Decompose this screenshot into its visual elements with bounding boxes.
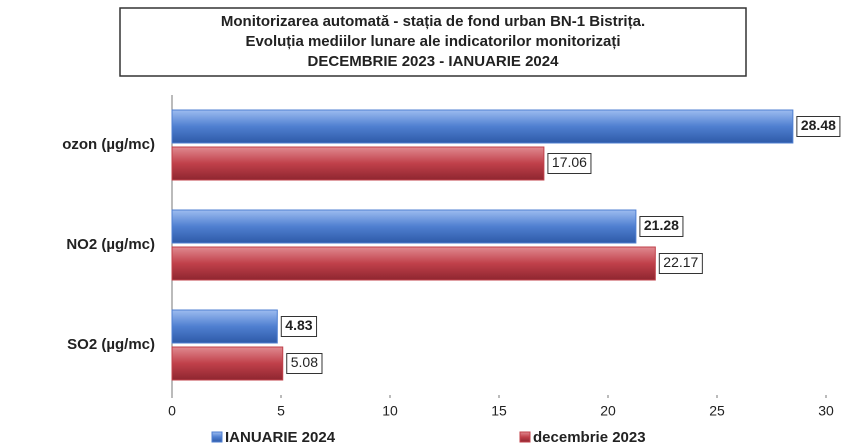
chart-title: Evoluția mediilor lunare ale indicatoril… [245,33,620,50]
data-label-box [796,116,841,137]
data-label: 22.17 [663,254,698,270]
data-label: 17.06 [552,154,587,170]
bar [171,146,545,181]
data-label-box [547,153,592,174]
x-tick-label: 30 [818,403,834,419]
y-tick-label: NO2 (µg/mc) [66,236,155,253]
x-tick-label: 0 [168,403,176,419]
y-tick-label: ozon (µg/mc) [62,136,155,153]
bar [171,246,656,281]
legend-label: IANUARIE 2024 [225,429,336,446]
bar [171,109,794,144]
x-tick-label: 25 [709,403,725,419]
bar [171,209,637,244]
chart-title: Monitorizarea automată - stația de fond … [221,13,645,30]
bar [171,346,284,381]
x-tick-label: 5 [277,403,285,419]
legend-swatch [211,431,223,443]
chart-title: DECEMBRIE 2023 - IANUARIE 2024 [308,53,560,70]
legend-swatch [519,431,531,443]
x-tick-label: 15 [491,403,507,419]
data-label-box [658,253,703,274]
data-label-box [280,316,318,337]
legend-label: decembrie 2023 [533,429,646,446]
title-box [119,7,747,77]
data-label-box [286,353,323,374]
data-label: 5.08 [291,354,318,370]
data-label: 4.83 [285,317,312,333]
data-label: 28.48 [801,117,836,133]
bar [171,309,278,344]
x-tick-label: 10 [382,403,398,419]
x-tick-label: 20 [600,403,616,419]
y-tick-label: SO2 (µg/mc) [67,336,155,353]
data-label: 21.28 [644,217,679,233]
data-label-box [639,216,684,237]
